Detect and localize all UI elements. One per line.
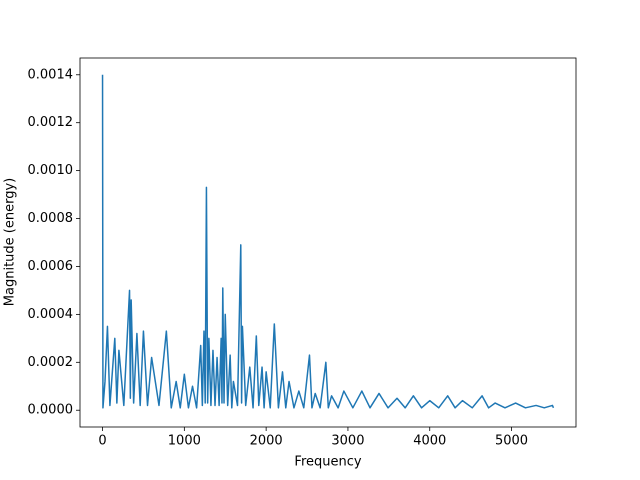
- y-tick-label: 0.0006: [28, 259, 74, 274]
- x-tick-label: 2000: [250, 434, 283, 449]
- x-tick-label: 0: [98, 434, 106, 449]
- x-tick-label: 5000: [495, 434, 528, 449]
- x-axis-label: Frequency: [294, 455, 361, 470]
- y-tick-label: 0.0000: [28, 403, 74, 418]
- x-tick-label: 1000: [168, 434, 201, 449]
- x-tick-label: 4000: [413, 434, 446, 449]
- plot-frame: [79, 57, 577, 428]
- y-tick-label: 0.0004: [28, 307, 74, 322]
- x-tick-label: 3000: [331, 434, 364, 449]
- y-tick-label: 0.0008: [28, 211, 74, 226]
- y-axis-label: Magnitude (energy): [3, 178, 18, 306]
- y-tick-label: 0.0012: [28, 115, 74, 130]
- spectrum-line: [101, 74, 555, 409]
- y-tick-label: 0.0010: [28, 163, 74, 178]
- y-tick-label: 0.0014: [28, 67, 74, 82]
- y-tick-label: 0.0002: [28, 355, 74, 370]
